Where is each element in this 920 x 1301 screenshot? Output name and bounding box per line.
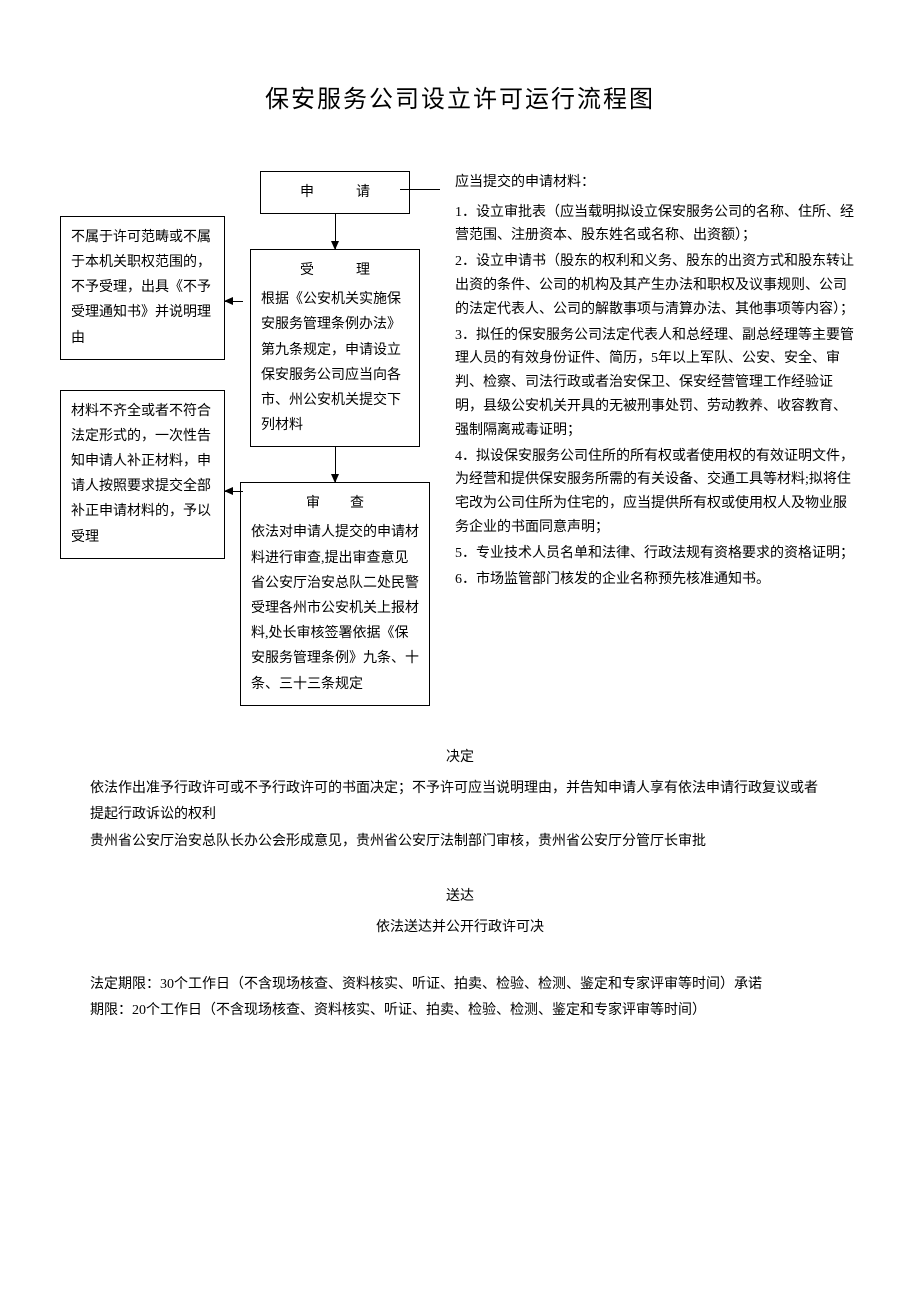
node-apply: 申 请 xyxy=(260,171,410,214)
delivery-body: 依法送达并公开行政许可决 xyxy=(260,915,660,942)
main-flow-area: 不属于许可范畴或不属于本机关职权范围的，不予受理，出具《不予受理通知书》并说明理… xyxy=(60,171,860,706)
page-title: 保安服务公司设立许可运行流程图 xyxy=(60,80,860,121)
delivery-title: 送达 xyxy=(260,885,660,909)
node-reject-body: 不属于许可范畴或不属于本机关职权范围的，不予受理，出具《不予受理通知书》并说明理… xyxy=(71,225,214,351)
materials-item: 6．市场监管部门核发的企业名称预先核准通知书。 xyxy=(455,568,860,592)
mid-column: 申 请 受 理 根据《公安机关实施保安服务管理条例办法》第九条规定，申请设立保安… xyxy=(240,171,430,706)
deadline-line-2: 期限：20个工作日（不含现场核查、资料核实、听证、拍卖、检验、检测、鉴定和专家评… xyxy=(90,998,830,1025)
node-review-body: 依法对申请人提交的申请材料进行审查,提出审查意见 省公安厅治安总队二处民警受理各… xyxy=(251,520,419,696)
edge-accept-to-reject xyxy=(225,301,243,302)
edge-apply-to-materials xyxy=(400,189,440,190)
decision-title: 决定 xyxy=(90,746,830,770)
materials-item: 4．拟设保安服务公司住所的所有权或者使用权的有效证明文件，为经营和提供保安服务所… xyxy=(455,445,860,540)
node-accept-body: 根据《公安机关实施保安服务管理条例办法》第九条规定，申请设立保安服务公司应当向各… xyxy=(261,287,409,438)
deadlines-section: 法定期限：30个工作日（不含现场核查、资料核实、听证、拍卖、检验、检测、鉴定和专… xyxy=(60,972,860,1025)
decision-section: 决定 依法作出准予行政许可或不予行政许可的书面决定；不予许可应当说明理由，并告知… xyxy=(60,746,860,856)
node-incomplete-body: 材料不齐全或者不符合法定形式的，一次性告知申请人补正材料，申请人按照要求提交全部… xyxy=(71,399,214,550)
node-reject: 不属于许可范畴或不属于本机关职权范围的，不予受理，出具《不予受理通知书》并说明理… xyxy=(60,216,225,360)
edge-apply-to-accept xyxy=(335,214,336,249)
node-review-title: 审 查 xyxy=(251,491,419,516)
node-incomplete: 材料不齐全或者不符合法定形式的，一次性告知申请人补正材料，申请人按照要求提交全部… xyxy=(60,390,225,559)
edge-accept-to-review xyxy=(335,447,336,482)
left-column: 不属于许可范畴或不属于本机关职权范围的，不予受理，出具《不予受理通知书》并说明理… xyxy=(60,171,225,559)
materials-item: 1．设立审批表（应当载明拟设立保安服务公司的名称、住所、经营范围、注册资本、股东… xyxy=(455,201,860,249)
materials-item: 5．专业技术人员名单和法律、行政法规有资格要求的资格证明； xyxy=(455,542,860,566)
delivery-section: 送达 依法送达并公开行政许可决 xyxy=(60,885,860,941)
node-review: 审 查 依法对申请人提交的申请材料进行审查,提出审查意见 省公安厅治安总队二处民… xyxy=(240,482,430,706)
node-accept-title: 受 理 xyxy=(261,258,409,283)
node-apply-title: 申 请 xyxy=(265,180,405,205)
deadline-line-1: 法定期限：30个工作日（不含现场核查、资料核实、听证、拍卖、检验、检测、鉴定和专… xyxy=(90,972,830,999)
materials-item: 3．拟任的保安服务公司法定代表人和总经理、副总经理等主要管理人员的有效身份证件、… xyxy=(455,324,860,443)
materials-item: 2．设立申请书（股东的权利和义务、股东的出资方式和股东转让出资的条件、公司的机构… xyxy=(455,250,860,321)
edge-accept-to-incomplete xyxy=(225,491,243,492)
materials-header: 应当提交的申请材料： xyxy=(455,171,860,195)
decision-body-1: 依法作出准予行政许可或不予行政许可的书面决定；不予许可应当说明理由，并告知申请人… xyxy=(90,776,830,829)
materials-column: 应当提交的申请材料： 1．设立审批表（应当载明拟设立保安服务公司的名称、住所、经… xyxy=(445,171,860,594)
decision-body-2: 贵州省公安厅治安总队长办公会形成意见，贵州省公安厅法制部门审核，贵州省公安厅分管… xyxy=(90,829,830,856)
node-accept: 受 理 根据《公安机关实施保安服务管理条例办法》第九条规定，申请设立保安服务公司… xyxy=(250,249,420,447)
